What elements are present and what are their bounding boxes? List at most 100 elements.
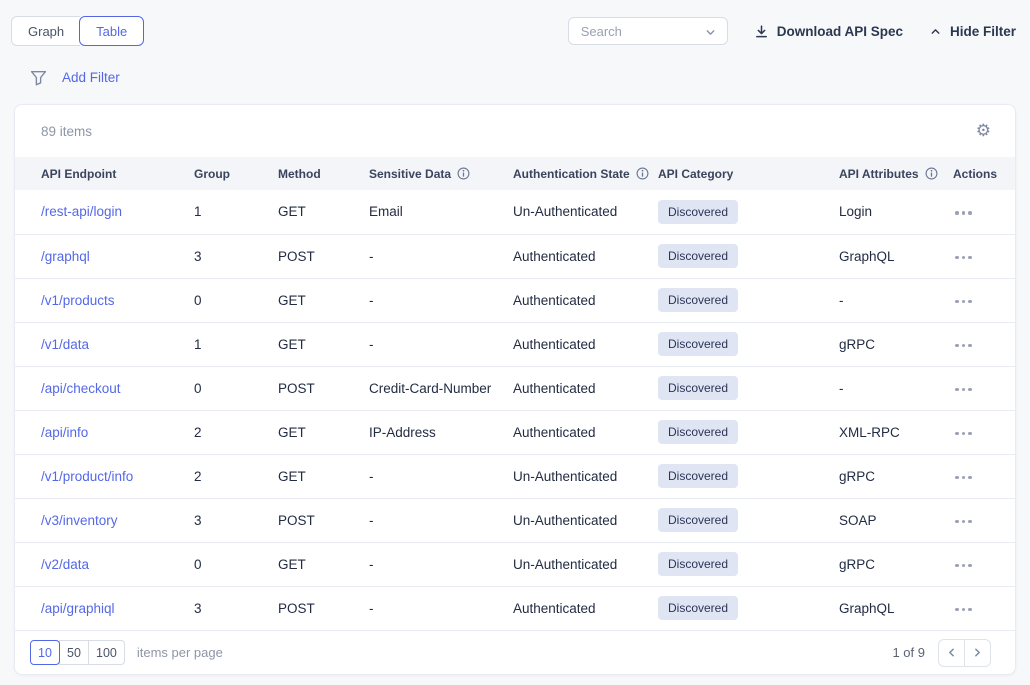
column-header-api-category: API Category [658, 157, 839, 190]
auth-state-cell: Authenticated [513, 233, 658, 278]
attributes-cell: GraphQL [839, 585, 953, 630]
category-badge: Discovered [658, 375, 739, 401]
items-per-page-label: items per page [136, 645, 223, 660]
sensitive-data-cell: - [369, 585, 513, 630]
column-header-api-endpoint: API Endpoint [15, 157, 194, 190]
table-row: /rest-api/login 1 GET Email Un-Authentic… [15, 190, 1015, 234]
row-actions-button[interactable] [953, 294, 974, 310]
row-actions-button[interactable] [953, 514, 974, 530]
info-icon[interactable] [925, 167, 938, 180]
table-header-row: API Endpoint Group Method Sensitive Data… [15, 157, 1015, 190]
endpoint-link[interactable]: /api/graphiql [41, 600, 115, 616]
endpoint-link[interactable]: /api/checkout [41, 380, 121, 396]
category-badge: Discovered [658, 463, 739, 489]
group-cell: 3 [194, 585, 278, 630]
chevron-down-icon [704, 26, 717, 39]
toolbar: Graph Table Download API Spec Hide Filte… [11, 16, 1016, 46]
chevron-right-icon [975, 648, 980, 657]
endpoint-link[interactable]: /v3/inventory [41, 512, 118, 528]
search-input[interactable] [568, 23, 689, 39]
sensitive-data-cell: - [369, 233, 513, 278]
sensitive-data-cell: Email [369, 204, 403, 220]
category-badge: Discovered [658, 287, 739, 313]
category-badge: Discovered [658, 199, 739, 224]
method-cell: GET [278, 204, 306, 220]
endpoint-link[interactable]: /v1/product/info [41, 468, 134, 484]
group-cell: 0 [194, 277, 278, 322]
auth-state-cell: Un-Authenticated [513, 541, 658, 586]
category-badge: Discovered [658, 596, 739, 621]
row-actions-button[interactable] [953, 558, 974, 574]
tab-graph[interactable]: Graph [11, 16, 81, 46]
table-row: /v3/inventory 3 POST - Un-Authenticated … [15, 497, 1015, 542]
row-actions-button[interactable] [953, 426, 974, 442]
gear-icon[interactable]: ⚙ [975, 120, 991, 141]
auth-state-cell: Authenticated [513, 277, 658, 322]
sensitive-data-cell: Credit-Card-Number [369, 365, 513, 410]
row-actions-button[interactable] [953, 470, 974, 486]
column-header-api-attributes: API Attributes [839, 157, 953, 190]
tab-table[interactable]: Table [79, 16, 145, 46]
info-icon[interactable] [636, 167, 649, 180]
method-cell: GET [278, 409, 369, 454]
download-icon [754, 24, 769, 39]
table-row: /v2/data 0 GET - Un-Authenticated Discov… [15, 541, 1015, 586]
method-cell: GET [278, 277, 369, 322]
auth-state-cell: Un-Authenticated [513, 453, 658, 498]
endpoint-link[interactable]: /graphql [41, 248, 90, 264]
group-cell: 2 [194, 409, 278, 454]
table-row: /api/graphiql 3 POST - Authenticated Dis… [15, 585, 1015, 630]
endpoint-link[interactable]: /v1/data [41, 336, 90, 352]
page-size-button-100[interactable]: 100 [88, 640, 125, 665]
table-row: /v1/product/info 2 GET - Un-Authenticate… [15, 453, 1015, 498]
endpoint-link[interactable]: /v1/products [41, 292, 115, 308]
sensitive-data-cell: - [369, 321, 513, 366]
group-cell: 3 [194, 497, 278, 542]
download-api-spec-button[interactable]: Download API Spec [754, 24, 903, 39]
endpoint-link[interactable]: /rest-api/login [41, 204, 123, 220]
prev-page-button[interactable] [938, 638, 965, 667]
row-actions-button[interactable] [953, 382, 974, 398]
attributes-cell: GraphQL [839, 233, 953, 278]
auth-state-cell: Authenticated [513, 409, 658, 454]
auth-state-cell: Authenticated [513, 585, 658, 630]
items-count: 89 items [41, 123, 93, 139]
sensitive-data-cell: IP-Address [369, 409, 513, 454]
row-actions-button[interactable] [953, 338, 974, 354]
method-cell: POST [278, 233, 369, 278]
info-icon[interactable] [457, 167, 470, 180]
attributes-cell: SOAP [839, 497, 953, 542]
sensitive-data-cell: - [369, 497, 513, 542]
api-table-card: 89 items ⚙ API Endpoint Group Method Sen… [14, 104, 1016, 675]
group-cell: 0 [194, 365, 278, 410]
category-badge: Discovered [658, 331, 739, 357]
hide-filter-label: Hide Filter [949, 23, 1016, 39]
auth-state-cell: Authenticated [513, 365, 658, 410]
endpoint-link[interactable]: /api/info [41, 424, 89, 440]
page-size-button-10[interactable]: 10 [30, 640, 60, 665]
sensitive-data-cell: - [369, 277, 513, 322]
endpoint-link[interactable]: /v2/data [41, 556, 90, 572]
filter-bar: Add Filter [30, 67, 1030, 87]
add-filter-button[interactable]: Add Filter [62, 69, 120, 85]
row-actions-button[interactable] [953, 602, 974, 618]
sensitive-data-cell: - [369, 541, 513, 586]
hide-filter-button[interactable]: Hide Filter [929, 24, 1016, 39]
table-row: /v1/products 0 GET - Authenticated Disco… [15, 277, 1015, 322]
method-cell: POST [278, 585, 369, 630]
pagination-bar: 10 50 100 items per page 1 of 9 [15, 630, 1015, 674]
group-cell: 1 [194, 321, 278, 366]
method-cell: POST [278, 365, 369, 410]
column-header-group: Group [194, 157, 278, 190]
category-badge: Discovered [658, 507, 739, 533]
attributes-cell: - [839, 277, 953, 322]
page-size-button-50[interactable]: 50 [59, 640, 89, 665]
attributes-cell: Login [839, 204, 873, 220]
row-actions-button[interactable] [953, 205, 974, 221]
search-select[interactable] [567, 17, 728, 45]
page-indicator: 1 of 9 [892, 645, 925, 660]
category-badge: Discovered [658, 419, 739, 445]
row-actions-button[interactable] [953, 250, 974, 266]
next-page-button[interactable] [964, 638, 991, 667]
column-header-sensitive-data: Sensitive Data [369, 157, 513, 190]
